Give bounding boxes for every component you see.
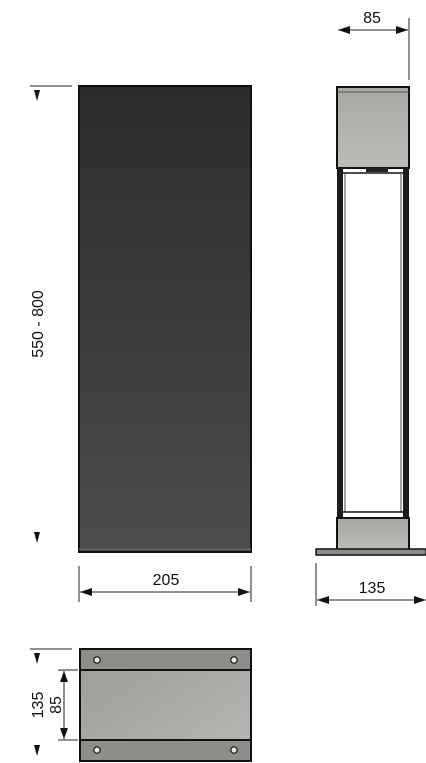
plan-view	[79, 648, 252, 762]
mounting-hole-top-left	[93, 656, 101, 664]
front-view	[78, 85, 252, 553]
plan-strip-bottom	[81, 740, 250, 760]
front-panel	[78, 85, 252, 553]
side-view	[315, 86, 426, 556]
side-base-plate	[315, 548, 426, 556]
side-lens	[366, 168, 388, 172]
side-depth-dimension: 85	[338, 10, 410, 80]
side-base-dimension: 135	[315, 563, 426, 606]
mounting-hole-top-right	[230, 656, 238, 664]
height-dimension: 550 - 800	[30, 85, 72, 543]
side-post-right	[403, 168, 409, 518]
mounting-hole-bottom-right	[230, 746, 238, 754]
side-depth-label: 85	[363, 10, 381, 27]
height-arrow-top	[34, 90, 40, 101]
side-head-box	[336, 86, 410, 169]
plan-outer-dimension: 135	[30, 648, 72, 756]
side-foot-box	[336, 517, 410, 551]
plan-outer-label: 135	[30, 692, 47, 719]
side-base-label: 135	[359, 580, 386, 597]
mounting-hole-bottom-left	[93, 746, 101, 754]
side-post-left	[337, 168, 343, 518]
front-width-label: 205	[153, 572, 180, 589]
height-arrow-bottom	[34, 532, 40, 543]
plan-strip-top	[81, 650, 250, 670]
plan-inner-label: 85	[48, 696, 65, 714]
plan-inner-dimension: 85	[48, 669, 78, 741]
front-width-dimension: 205	[78, 566, 252, 602]
height-range-label: 550 - 800	[30, 290, 47, 358]
